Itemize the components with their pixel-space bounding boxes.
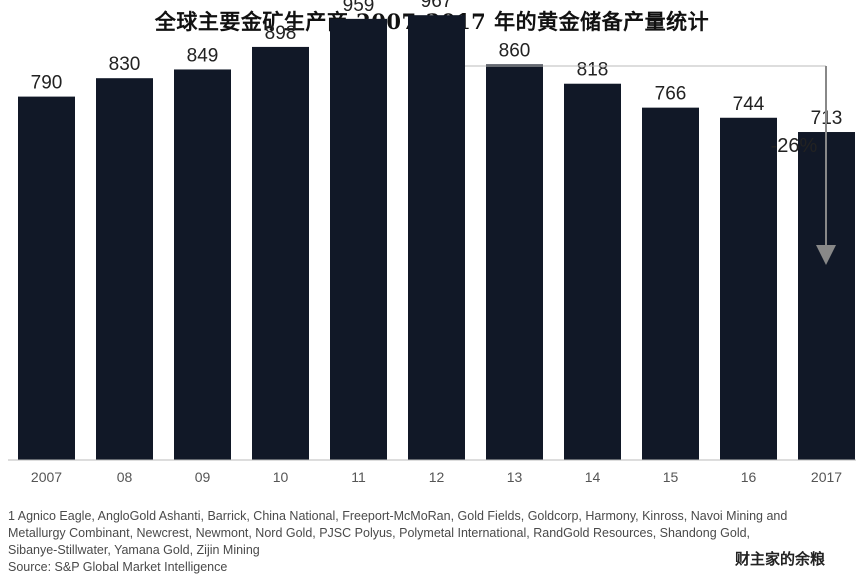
x-tick-label: 08 xyxy=(117,469,133,485)
bar-10 xyxy=(252,46,309,461)
x-tick-label: 12 xyxy=(429,469,445,485)
x-tick-label: 2017 xyxy=(811,469,842,485)
data-label-16: 744 xyxy=(733,94,765,115)
bar-08 xyxy=(96,78,153,460)
x-tick-label: 2007 xyxy=(31,469,62,485)
bar-11 xyxy=(330,18,387,461)
bar-13 xyxy=(486,64,543,461)
footnote: 1 Agnico Eagle, AngloGold Ashanti, Barri… xyxy=(8,508,860,576)
watermark: 财主家的余粮 xyxy=(735,548,826,569)
data-label-09: 849 xyxy=(187,45,219,66)
x-tick-label: 09 xyxy=(195,469,211,485)
x-tick-label: 16 xyxy=(741,469,757,485)
data-label-12: 967 xyxy=(421,0,453,12)
x-tick-label: 10 xyxy=(273,469,289,485)
footnote-line: Sibanye-Stillwater, Yamana Gold, Zijin M… xyxy=(8,543,260,557)
data-label-2007: 790 xyxy=(31,73,63,94)
data-label-13: 860 xyxy=(499,40,531,61)
bar-2007 xyxy=(18,96,75,460)
x-tick-label: 15 xyxy=(663,469,679,485)
footnote-line: Metallurgy Combinant, Newcrest, Newmont,… xyxy=(8,526,751,540)
bar-chart: 790830849898959967860818766744713 200708… xyxy=(8,0,856,485)
data-label-11: 959 xyxy=(343,0,375,16)
x-tick-label: 11 xyxy=(351,469,366,485)
bar-09 xyxy=(174,69,231,461)
source-line: Source: S&P Global Market Intelligence xyxy=(8,560,228,574)
data-label-08: 830 xyxy=(109,54,141,75)
data-label-10: 898 xyxy=(265,23,297,44)
x-tick-label: 13 xyxy=(507,469,523,485)
bar-12 xyxy=(408,15,465,461)
data-label-15: 766 xyxy=(655,84,687,105)
bar-14 xyxy=(564,83,621,460)
footnote-line: 1 Agnico Eagle, AngloGold Ashanti, Barri… xyxy=(8,509,788,523)
data-label-14: 818 xyxy=(577,60,609,81)
annotation-label: -26% xyxy=(771,135,818,157)
bar-15 xyxy=(642,107,699,460)
x-tick-label: 14 xyxy=(585,469,601,485)
bar-16 xyxy=(720,117,777,460)
